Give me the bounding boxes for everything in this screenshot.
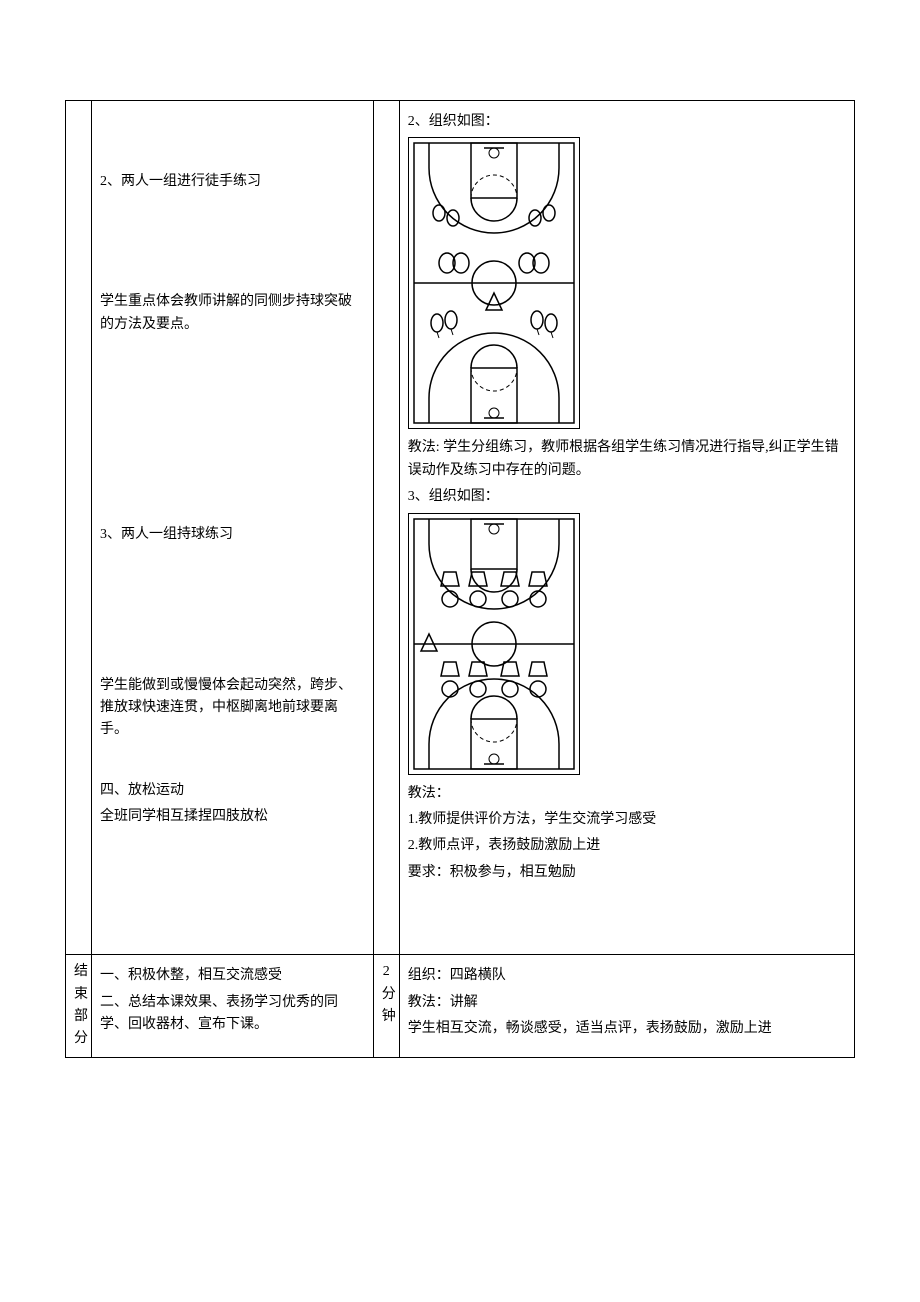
page: 2、两人一组进行徒手练习 学生重点体会教师讲解的同侧步持球突破的方法及要点。 3…	[0, 0, 920, 1178]
method-heading: 3、组织如图：	[408, 486, 846, 508]
court-diagram-1	[408, 137, 580, 429]
method-text: 要求：积极参与，相互勉励	[408, 862, 846, 884]
court-diagram-2	[408, 513, 580, 775]
content-text: 四、放松运动	[100, 780, 365, 802]
table-row: 结 束 部 分 一、积极休整，相互交流感受 二、总结本课效果、表扬学习优秀的同学…	[66, 955, 855, 1058]
content-cell: 2、两人一组进行徒手练习 学生重点体会教师讲解的同侧步持球突破的方法及要点。 3…	[92, 101, 374, 955]
time-label: 2 分 钟	[382, 961, 391, 1028]
method-text: 学生相互交流，畅谈感受，适当点评，表扬鼓励，激励上进	[408, 1018, 846, 1040]
lesson-plan-table: 2、两人一组进行徒手练习 学生重点体会教师讲解的同侧步持球突破的方法及要点。 3…	[65, 100, 855, 1058]
section-label: 结 束 部 分	[74, 961, 83, 1051]
content-cell: 一、积极休整，相互交流感受 二、总结本课效果、表扬学习优秀的同学、回收器材、宣布…	[92, 955, 374, 1058]
content-text: 学生能做到或慢慢体会起动突然，跨步、推放球快速连贯，中枢脚离地前球要离手。	[100, 675, 365, 742]
table-row: 2、两人一组进行徒手练习 学生重点体会教师讲解的同侧步持球突破的方法及要点。 3…	[66, 101, 855, 955]
section-cell	[66, 101, 92, 955]
content-text: 一、积极休整，相互交流感受	[100, 965, 365, 987]
section-cell: 结 束 部 分	[66, 955, 92, 1058]
method-heading: 2、组织如图：	[408, 111, 846, 133]
content-text: 2、两人一组进行徒手练习	[100, 171, 365, 193]
method-text: 组织：四路横队	[408, 965, 846, 987]
content-text: 学生重点体会教师讲解的同侧步持球突破的方法及要点。	[100, 291, 365, 336]
method-cell: 组织：四路横队 教法：讲解 学生相互交流，畅谈感受，适当点评，表扬鼓励，激励上进	[399, 955, 854, 1058]
time-cell: 2 分 钟	[373, 955, 399, 1058]
content-text: 3、两人一组持球练习	[100, 524, 365, 546]
content-text: 全班同学相互揉捏四肢放松	[100, 806, 365, 828]
method-text: 教法: 学生分组练习，教师根据各组学生练习情况进行指导,纠正学生错误动作及练习中…	[408, 437, 846, 482]
time-cell	[373, 101, 399, 955]
method-text: 教法：讲解	[408, 992, 846, 1014]
method-text: 2.教师点评，表扬鼓励激励上进	[408, 835, 846, 857]
method-text: 教法：	[408, 783, 846, 805]
content-text: 二、总结本课效果、表扬学习优秀的同学、回收器材、宣布下课。	[100, 992, 365, 1037]
method-cell: 2、组织如图：	[399, 101, 854, 955]
method-text: 1.教师提供评价方法，学生交流学习感受	[408, 809, 846, 831]
